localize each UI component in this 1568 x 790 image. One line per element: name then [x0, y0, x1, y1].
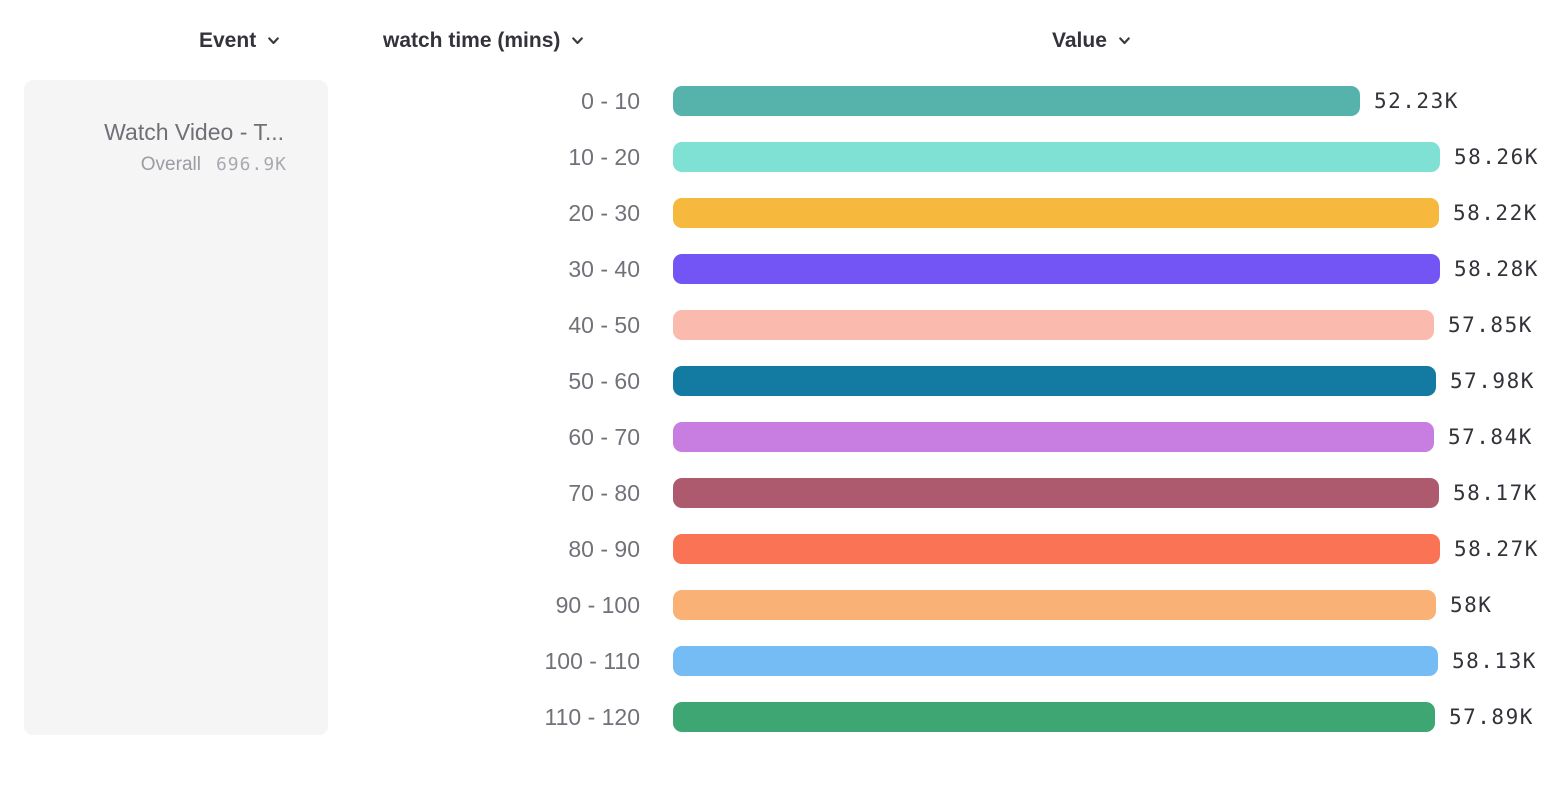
overall-value: 696.9K: [215, 154, 287, 175]
value-label: 58.26K: [1454, 145, 1539, 169]
column-header-value[interactable]: Value: [1052, 27, 1132, 54]
value-label: 57.84K: [1448, 425, 1533, 449]
bucket-label: 70 - 80: [568, 480, 640, 506]
bucket-label: 30 - 40: [568, 256, 640, 282]
value-bar[interactable]: [673, 422, 1434, 452]
value-bar[interactable]: [673, 478, 1439, 508]
bar-row: 0 - 10 52.23K: [0, 73, 1568, 129]
value-label: 52.23K: [1374, 89, 1459, 113]
bar-row: 90 - 100 58K: [0, 577, 1568, 633]
bar-row: 10 - 20 58.26K: [0, 129, 1568, 185]
value-bar[interactable]: [673, 86, 1360, 116]
bucket-label: 0 - 10: [581, 88, 640, 114]
value-bar[interactable]: [673, 254, 1440, 284]
bucket-label: 50 - 60: [568, 368, 640, 394]
bucket-label: 90 - 100: [555, 592, 640, 618]
event-card[interactable]: Watch Video - T... Overall 696.9K: [24, 80, 328, 735]
column-header-event[interactable]: Event: [199, 27, 281, 54]
bar-chart: 0 - 10 52.23K 10 - 20 58.26K 20 - 30 58.22K 30…: [0, 73, 1568, 745]
bar-row: 100 - 110 58.13K: [0, 633, 1568, 689]
bucket-label: 20 - 30: [568, 200, 640, 226]
value-bar[interactable]: [673, 702, 1435, 732]
event-overall-row: Overall 696.9K: [141, 154, 287, 176]
value-label: 57.98K: [1450, 369, 1535, 393]
bucket-label: 40 - 50: [568, 312, 640, 338]
value-label: 58.13K: [1452, 649, 1537, 673]
bar-row: 60 - 70 57.84K: [0, 409, 1568, 465]
bar-row: 40 - 50 57.85K: [0, 297, 1568, 353]
bar-row: 50 - 60 57.98K: [0, 353, 1568, 409]
column-header-breakdown[interactable]: watch time (mins): [383, 27, 585, 54]
chevron-down-icon: [1117, 30, 1132, 54]
value-bar[interactable]: [673, 310, 1434, 340]
value-label: 58.17K: [1453, 481, 1538, 505]
bar-row: 20 - 30 58.22K: [0, 185, 1568, 241]
column-header-breakdown-label: watch time (mins): [383, 28, 561, 52]
value-label: 58.28K: [1454, 257, 1539, 281]
value-label: 57.89K: [1449, 705, 1534, 729]
value-label: 58.27K: [1454, 537, 1539, 561]
value-bar[interactable]: [673, 142, 1440, 172]
bucket-label: 60 - 70: [568, 424, 640, 450]
bucket-label: 100 - 110: [544, 648, 640, 674]
value-label: 57.85K: [1448, 313, 1533, 337]
column-header-value-label: Value: [1052, 28, 1107, 52]
value-bar[interactable]: [673, 534, 1440, 564]
overall-label: Overall: [140, 154, 201, 175]
bar-row: 70 - 80 58.17K: [0, 465, 1568, 521]
value-bar[interactable]: [673, 198, 1439, 228]
chevron-down-icon: [570, 30, 585, 54]
bucket-label: 10 - 20: [568, 144, 640, 170]
column-header-event-label: Event: [199, 28, 257, 52]
value-bar[interactable]: [673, 646, 1438, 676]
bucket-label: 110 - 120: [544, 704, 640, 730]
chevron-down-icon: [266, 30, 281, 54]
bar-row: 30 - 40 58.28K: [0, 241, 1568, 297]
value-bar[interactable]: [673, 590, 1436, 620]
value-bar[interactable]: [673, 366, 1436, 396]
bucket-label: 80 - 90: [568, 536, 640, 562]
value-label: 58K: [1450, 593, 1493, 617]
event-title: Watch Video - T...: [104, 119, 284, 145]
bar-row: 110 - 120 57.89K: [0, 689, 1568, 745]
value-label: 58.22K: [1453, 201, 1538, 225]
bar-row: 80 - 90 58.27K: [0, 521, 1568, 577]
